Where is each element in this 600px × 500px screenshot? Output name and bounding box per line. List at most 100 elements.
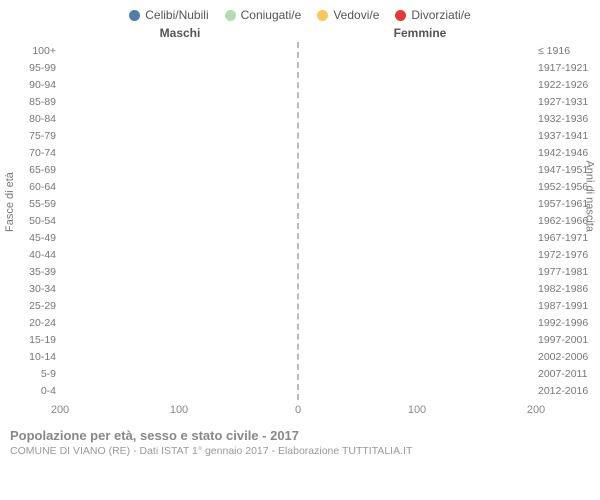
pyramid-row — [60, 195, 536, 212]
female-half — [298, 315, 536, 332]
pyramid-row — [60, 349, 536, 366]
age-label: 45-49 — [8, 232, 59, 244]
age-label: 40-44 — [8, 249, 59, 261]
x-axis: 2001000 100200 — [60, 402, 536, 422]
birth-label: 2012-2016 — [535, 385, 592, 397]
age-label: 30-34 — [8, 283, 59, 295]
age-label: 35-39 — [8, 266, 59, 278]
birth-label: 2002-2006 — [535, 351, 592, 363]
age-label: 80-84 — [8, 113, 59, 125]
header-female: Femmine — [300, 26, 540, 40]
male-half — [60, 161, 298, 178]
male-half — [60, 93, 298, 110]
legend-item: Divorziati/e — [395, 8, 470, 22]
pyramid-row — [60, 332, 536, 349]
pyramid-row — [60, 315, 536, 332]
pyramid-row — [60, 144, 536, 161]
age-label: 25-29 — [8, 300, 59, 312]
male-half — [60, 42, 298, 59]
male-half — [60, 212, 298, 229]
age-label: 85-89 — [8, 96, 59, 108]
x-tick: 100 — [408, 404, 426, 416]
age-label: 10-14 — [8, 351, 59, 363]
birth-label: 1937-1941 — [535, 130, 592, 142]
female-half — [298, 332, 536, 349]
male-half — [60, 195, 298, 212]
legend-label: Coniugati/e — [241, 8, 302, 22]
pyramid-row — [60, 298, 536, 315]
female-half — [298, 144, 536, 161]
legend: Celibi/Nubili Coniugati/e Vedovi/e Divorzia… — [0, 0, 600, 26]
birth-label: 1977-1981 — [535, 266, 592, 278]
female-half — [298, 161, 536, 178]
male-half — [60, 349, 298, 366]
pyramid-row — [60, 264, 536, 281]
female-half — [298, 366, 536, 383]
male-half — [60, 315, 298, 332]
pyramid-row — [60, 178, 536, 195]
swatch — [225, 10, 236, 21]
xaxis-right: 100200 — [298, 402, 536, 422]
age-label: 5-9 — [8, 368, 59, 380]
pyramid-row — [60, 161, 536, 178]
birth-label: 1927-1931 — [535, 96, 592, 108]
birth-label: 1942-1946 — [535, 147, 592, 159]
age-label: 20-24 — [8, 317, 59, 329]
birth-label: 1987-1991 — [535, 300, 592, 312]
age-label: 65-69 — [8, 164, 59, 176]
pyramid-row — [60, 42, 536, 59]
legend-item: Coniugati/e — [225, 8, 302, 22]
female-half — [298, 110, 536, 127]
birth-label: 1922-1926 — [535, 79, 592, 91]
plot-area — [60, 42, 536, 400]
birth-label: 1952-1956 — [535, 181, 592, 193]
female-half — [298, 42, 536, 59]
pyramid-row — [60, 59, 536, 76]
pyramid-row — [60, 110, 536, 127]
female-half — [298, 59, 536, 76]
xaxis-left: 2001000 — [60, 402, 298, 422]
age-label: 0-4 — [8, 385, 59, 397]
pyramid-row — [60, 127, 536, 144]
male-half — [60, 281, 298, 298]
age-label: 95-99 — [8, 62, 59, 74]
legend-label: Vedovi/e — [333, 8, 379, 22]
legend-item: Celibi/Nubili — [129, 8, 208, 22]
footer-subtitle: COMUNE DI VIANO (RE) - Dati ISTAT 1° gen… — [10, 445, 590, 457]
male-half — [60, 264, 298, 281]
pyramid-row — [60, 76, 536, 93]
birth-label: 1972-1976 — [535, 249, 592, 261]
female-half — [298, 349, 536, 366]
legend-label: Celibi/Nubili — [145, 8, 208, 22]
age-label: 100+ — [8, 45, 59, 57]
birth-label: 1982-1986 — [535, 283, 592, 295]
pyramid-row — [60, 281, 536, 298]
male-half — [60, 383, 298, 400]
age-label: 75-79 — [8, 130, 59, 142]
age-label: 60-64 — [8, 181, 59, 193]
male-half — [60, 59, 298, 76]
female-half — [298, 264, 536, 281]
male-half — [60, 366, 298, 383]
female-half — [298, 93, 536, 110]
male-half — [60, 178, 298, 195]
legend-item: Vedovi/e — [317, 8, 379, 22]
female-half — [298, 76, 536, 93]
female-half — [298, 230, 536, 247]
legend-label: Divorziati/e — [411, 8, 470, 22]
male-half — [60, 76, 298, 93]
pyramid-chart: Fasce di età Anni di nascita 2001000 100… — [8, 42, 592, 422]
female-half — [298, 298, 536, 315]
footer-title: Popolazione per età, sesso e stato civil… — [10, 428, 590, 443]
male-half — [60, 144, 298, 161]
birth-label: 2007-2011 — [535, 368, 592, 380]
birth-label: 1957-1961 — [535, 198, 592, 210]
male-half — [60, 110, 298, 127]
birth-label: 1962-1966 — [535, 215, 592, 227]
birth-label: 1967-1971 — [535, 232, 592, 244]
pyramid-row — [60, 212, 536, 229]
swatch — [317, 10, 328, 21]
pyramid-row — [60, 366, 536, 383]
female-half — [298, 178, 536, 195]
pyramid-row — [60, 383, 536, 400]
